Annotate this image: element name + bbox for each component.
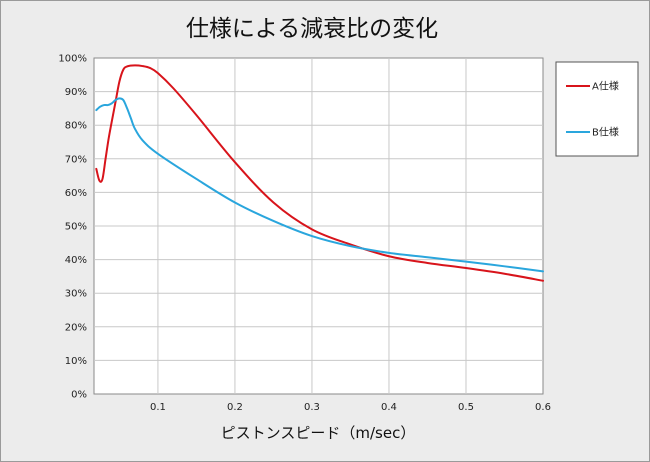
series-line-2 — [95, 97, 544, 273]
x-tick-label: 0.3 — [304, 402, 320, 413]
y-tick-label: 60% — [65, 188, 87, 199]
x-tick-label: 0.1 — [150, 402, 166, 413]
x-tick-label: 0.2 — [227, 402, 243, 413]
y-tick-label: 100% — [58, 54, 87, 65]
y-tick-label: 20% — [65, 322, 87, 333]
series-lines — [95, 64, 544, 282]
y-tick-label: 80% — [65, 121, 87, 132]
y-tick-label: 40% — [65, 255, 87, 266]
legend-label-2: B仕様 — [592, 126, 619, 139]
y-tick-label: 0% — [71, 390, 87, 401]
y-tick-label: 70% — [65, 154, 87, 165]
y-tick-label: 90% — [65, 87, 87, 98]
legend-box — [555, 61, 639, 157]
chart-title: 仕様による減衰比の変化 — [186, 16, 438, 42]
series-line-1 — [95, 64, 544, 282]
x-axis-label: ピストンスピード（m/sec） — [221, 424, 416, 442]
legend: A仕様 B仕様 — [566, 80, 619, 139]
y-tick-label: 50% — [65, 222, 87, 233]
y-tick-label: 10% — [65, 356, 87, 367]
x-tick-label: 0.6 — [535, 402, 551, 413]
grid — [94, 58, 543, 394]
legend-label-1: A仕様 — [592, 80, 619, 93]
x-axis-ticks: 0.1 0.2 0.3 0.4 0.5 0.6 — [150, 402, 551, 413]
y-tick-label: 30% — [65, 289, 87, 300]
x-tick-label: 0.4 — [381, 402, 397, 413]
y-axis-ticks: 0% 10% 20% 30% 40% 50% 60% 70% 80% 90% 100% — [58, 54, 87, 401]
x-tick-label: 0.5 — [458, 402, 474, 413]
